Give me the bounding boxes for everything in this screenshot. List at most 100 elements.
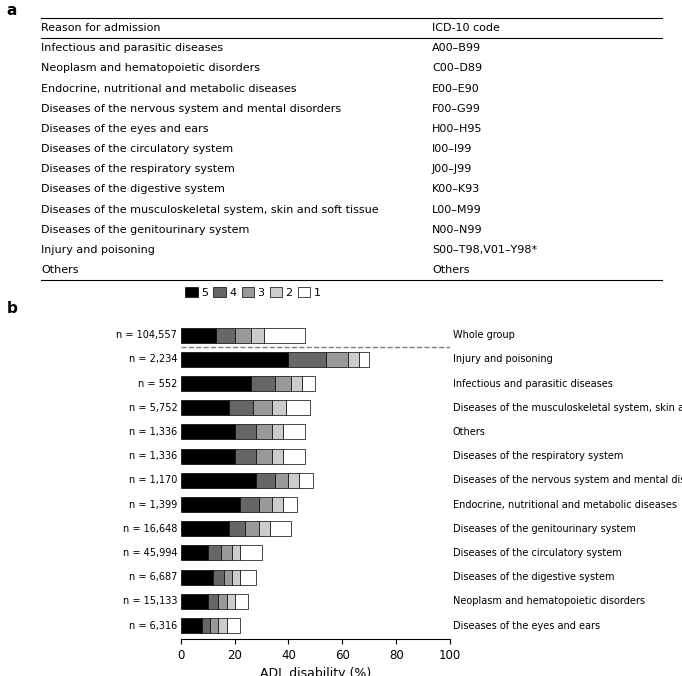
Text: J00–J99: J00–J99 xyxy=(432,164,473,174)
Bar xyxy=(181,328,216,343)
Bar xyxy=(264,328,305,343)
Bar xyxy=(240,570,256,585)
Text: n = 5,752: n = 5,752 xyxy=(129,403,177,413)
Bar xyxy=(181,352,288,367)
Bar xyxy=(226,618,240,633)
Text: n = 2,234: n = 2,234 xyxy=(129,354,177,364)
Bar xyxy=(254,400,272,415)
Bar xyxy=(232,570,240,585)
Bar xyxy=(235,425,256,439)
Bar xyxy=(229,400,254,415)
Text: Diseases of the digestive system: Diseases of the digestive system xyxy=(41,185,225,195)
Text: ICD-10 code: ICD-10 code xyxy=(432,23,500,33)
Bar xyxy=(235,449,256,464)
Bar xyxy=(272,449,283,464)
Text: Diseases of the respiratory system: Diseases of the respiratory system xyxy=(453,451,623,461)
Bar xyxy=(235,594,248,609)
Bar xyxy=(181,618,203,633)
Text: F00–G99: F00–G99 xyxy=(432,103,481,114)
Bar xyxy=(232,546,240,560)
Text: Infectious and parasitic diseases: Infectious and parasitic diseases xyxy=(453,379,612,389)
Text: H00–H95: H00–H95 xyxy=(432,124,482,134)
Text: Diseases of the musculoskeletal system, skin and soft tissue: Diseases of the musculoskeletal system, … xyxy=(41,205,379,214)
Text: Diseases of the eyes and ears: Diseases of the eyes and ears xyxy=(453,621,600,631)
Bar xyxy=(221,546,232,560)
Bar xyxy=(181,497,240,512)
Bar xyxy=(181,400,229,415)
Bar xyxy=(216,328,235,343)
Bar xyxy=(251,376,275,391)
Text: n = 552: n = 552 xyxy=(138,379,177,389)
Bar xyxy=(326,352,348,367)
Text: n = 1,170: n = 1,170 xyxy=(129,475,177,485)
Bar xyxy=(235,328,251,343)
Text: Others: Others xyxy=(432,265,469,275)
Text: Diseases of the nervous system and mental disorders: Diseases of the nervous system and menta… xyxy=(41,103,341,114)
Bar xyxy=(181,594,207,609)
Bar xyxy=(218,594,226,609)
Bar xyxy=(181,521,229,536)
Bar xyxy=(348,352,359,367)
Bar xyxy=(272,425,283,439)
Bar xyxy=(302,376,315,391)
Text: Others: Others xyxy=(41,265,78,275)
Bar xyxy=(181,376,251,391)
Text: Endocrine, nutritional and metabolic diseases: Endocrine, nutritional and metabolic dis… xyxy=(41,84,297,93)
X-axis label: ADL disability (%): ADL disability (%) xyxy=(260,667,371,676)
Text: Diseases of the circulatory system: Diseases of the circulatory system xyxy=(453,548,621,558)
Text: C00–D89: C00–D89 xyxy=(432,64,482,74)
Bar xyxy=(259,521,269,536)
Text: n = 15,133: n = 15,133 xyxy=(123,596,177,606)
Text: Diseases of the nervous system and mental disorders: Diseases of the nervous system and menta… xyxy=(453,475,682,485)
Text: Diseases of the digestive system: Diseases of the digestive system xyxy=(453,572,614,582)
Text: E00–E90: E00–E90 xyxy=(432,84,479,93)
Bar xyxy=(283,449,305,464)
Text: Neoplasm and hematopoietic disorders: Neoplasm and hematopoietic disorders xyxy=(453,596,644,606)
Bar xyxy=(224,570,232,585)
Bar xyxy=(246,521,259,536)
Text: N00–N99: N00–N99 xyxy=(432,225,483,235)
Bar xyxy=(288,473,299,488)
Text: Diseases of the circulatory system: Diseases of the circulatory system xyxy=(41,144,233,154)
Bar xyxy=(240,546,262,560)
Bar xyxy=(207,594,218,609)
Bar xyxy=(275,473,288,488)
Bar xyxy=(269,521,291,536)
Text: Injury and poisoning: Injury and poisoning xyxy=(453,354,552,364)
Text: Infectious and parasitic diseases: Infectious and parasitic diseases xyxy=(41,43,223,53)
Text: Diseases of the genitourinary system: Diseases of the genitourinary system xyxy=(453,524,636,534)
Text: K00–K93: K00–K93 xyxy=(432,185,480,195)
Bar xyxy=(210,618,218,633)
Text: n = 16,648: n = 16,648 xyxy=(123,524,177,534)
Bar xyxy=(256,473,275,488)
Bar xyxy=(286,400,310,415)
Text: n = 45,994: n = 45,994 xyxy=(123,548,177,558)
Bar xyxy=(283,425,305,439)
Bar xyxy=(181,449,235,464)
Text: b: b xyxy=(7,301,18,316)
Text: Diseases of the eyes and ears: Diseases of the eyes and ears xyxy=(41,124,209,134)
Bar xyxy=(256,449,272,464)
Bar xyxy=(203,618,210,633)
Text: Diseases of the respiratory system: Diseases of the respiratory system xyxy=(41,164,235,174)
Text: n = 1,336: n = 1,336 xyxy=(129,451,177,461)
Bar xyxy=(218,618,226,633)
Text: a: a xyxy=(7,3,17,18)
Bar xyxy=(272,400,286,415)
Bar xyxy=(291,376,302,391)
Text: Endocrine, nutritional and metabolic diseases: Endocrine, nutritional and metabolic dis… xyxy=(453,500,677,510)
Bar xyxy=(213,570,224,585)
Text: S00–T98,V01–Y98*: S00–T98,V01–Y98* xyxy=(432,245,537,255)
Text: Others: Others xyxy=(453,427,486,437)
Bar xyxy=(288,352,326,367)
Text: Neoplasm and hematopoietic disorders: Neoplasm and hematopoietic disorders xyxy=(41,64,260,74)
Text: n = 6,687: n = 6,687 xyxy=(129,572,177,582)
Bar xyxy=(240,497,259,512)
Bar xyxy=(181,425,235,439)
Bar xyxy=(283,497,297,512)
Bar xyxy=(229,521,246,536)
Bar xyxy=(181,546,207,560)
Bar xyxy=(251,328,264,343)
Legend: 5, 4, 3, 2, 1: 5, 4, 3, 2, 1 xyxy=(181,283,325,302)
Bar xyxy=(259,497,272,512)
